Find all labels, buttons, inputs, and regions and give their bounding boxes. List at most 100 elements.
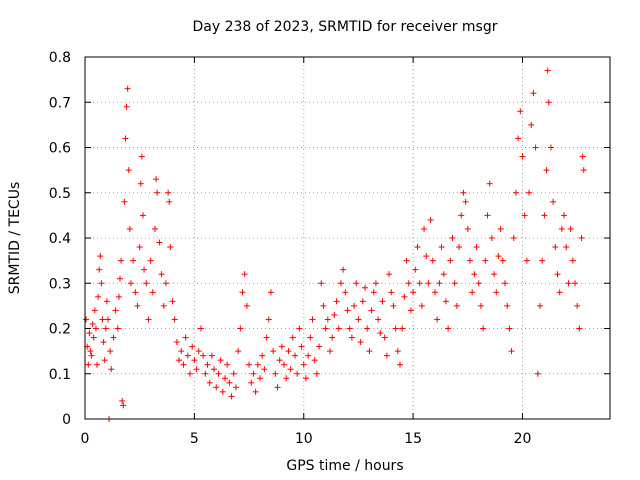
data-point — [138, 153, 145, 160]
data-point — [469, 289, 476, 296]
data-point — [114, 325, 121, 332]
data-point — [451, 280, 458, 287]
data-point — [235, 348, 242, 355]
data-point — [471, 271, 478, 278]
data-point — [572, 280, 578, 287]
data-point — [259, 352, 266, 359]
data-point — [252, 388, 259, 395]
x-axis-label: GPS time / hours — [286, 458, 403, 474]
data-point — [545, 99, 552, 106]
data-point — [506, 325, 513, 332]
data-point — [101, 357, 108, 364]
data-point — [510, 235, 517, 241]
data-point — [333, 298, 340, 305]
data-point — [519, 153, 526, 160]
data-point — [261, 366, 268, 373]
data-point — [217, 357, 224, 364]
x-tick-label: 5 — [190, 431, 199, 447]
data-point — [132, 289, 139, 296]
y-tick-label: 0.3 — [49, 276, 71, 292]
data-point — [394, 348, 401, 355]
data-point — [344, 307, 351, 314]
data-point — [91, 307, 98, 314]
data-point — [141, 266, 148, 273]
data-point — [265, 316, 272, 323]
data-point — [224, 361, 231, 368]
data-point — [121, 198, 128, 205]
data-point — [127, 280, 134, 287]
data-point — [87, 348, 94, 355]
data-point — [324, 316, 331, 323]
data-point — [117, 275, 123, 282]
data-point — [379, 298, 386, 305]
data-point — [351, 302, 358, 309]
data-point — [206, 379, 213, 386]
data-point — [335, 325, 342, 332]
data-point — [99, 316, 106, 323]
data-point — [272, 370, 279, 377]
data-point — [283, 375, 290, 382]
data-point — [263, 334, 270, 341]
data-point — [115, 293, 122, 300]
data-point — [248, 379, 255, 386]
data-points — [83, 67, 587, 422]
data-point — [421, 225, 428, 232]
x-tick-label: 15 — [404, 431, 422, 447]
data-point — [137, 180, 144, 187]
data-point — [508, 348, 515, 355]
data-point — [567, 225, 574, 232]
y-tick-label: 0 — [62, 412, 71, 428]
data-point — [574, 302, 581, 309]
data-point — [187, 370, 193, 377]
data-point — [528, 121, 535, 128]
data-point — [257, 375, 263, 382]
data-point — [329, 334, 336, 341]
data-point — [405, 280, 412, 287]
data-point — [302, 375, 309, 382]
data-point — [204, 361, 211, 368]
data-point — [442, 298, 449, 305]
data-point — [94, 361, 101, 368]
data-point — [368, 307, 375, 314]
data-point — [432, 289, 438, 296]
data-point — [322, 325, 329, 332]
data-point — [182, 334, 189, 341]
data-point — [200, 352, 207, 359]
data-point — [243, 302, 250, 309]
data-point — [340, 266, 347, 273]
data-point — [154, 189, 161, 196]
data-point — [158, 271, 165, 278]
data-point — [237, 325, 244, 332]
data-point — [108, 366, 115, 373]
data-point — [191, 357, 198, 364]
data-point — [316, 343, 323, 350]
data-point — [89, 320, 96, 327]
data-point — [318, 280, 325, 287]
data-point — [143, 280, 150, 287]
data-point — [418, 302, 425, 309]
grid-layer — [85, 57, 610, 419]
data-point — [495, 253, 502, 260]
data-point — [364, 325, 371, 332]
plot-frame — [84, 56, 611, 420]
data-point — [532, 144, 539, 151]
data-point — [112, 307, 119, 314]
data-point — [537, 302, 543, 309]
data-point — [460, 189, 467, 196]
data-point — [355, 316, 362, 323]
data-point — [346, 325, 353, 332]
data-point — [85, 361, 92, 368]
data-point — [458, 212, 465, 219]
data-point — [462, 198, 469, 205]
data-point — [305, 352, 312, 359]
data-point — [152, 225, 158, 232]
data-point — [554, 271, 561, 278]
data-point — [486, 180, 493, 187]
data-point — [145, 316, 152, 323]
data-point — [232, 384, 239, 391]
data-point — [375, 316, 382, 323]
data-point — [534, 370, 541, 377]
data-point — [327, 348, 333, 355]
y-tick-label: 0.1 — [49, 367, 71, 383]
data-point — [563, 244, 570, 251]
